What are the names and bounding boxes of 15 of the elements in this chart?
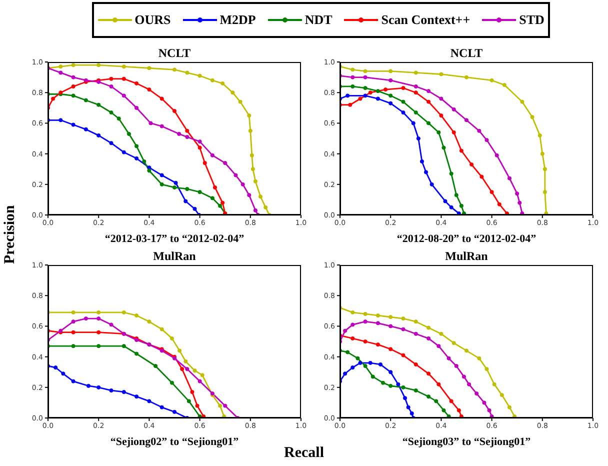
- x-axis-title: “2012-08-20” to “2012-02-04”: [396, 233, 536, 245]
- text: Recall: [284, 445, 324, 461]
- x-axis-title: “Sejiong02” to “Sejiong01”: [110, 436, 239, 448]
- legend-label: NDT: [304, 12, 332, 28]
- chart-title: MulRan: [153, 249, 196, 263]
- legend-label: STD: [519, 12, 544, 28]
- x-axis-title: “Sejiong03” to “Sejiong01”: [402, 436, 531, 448]
- chart-title: NCLT: [158, 46, 191, 60]
- x-axis-title: “2012-03-17” to “2012-02-04”: [104, 233, 244, 245]
- chart-title: NCLT: [450, 46, 483, 60]
- legend-label: OURS: [134, 12, 171, 28]
- legend-label: M2DP: [220, 12, 256, 28]
- y-axis-title: Precision: [2, 206, 18, 264]
- chart-title: MulRan: [445, 249, 488, 263]
- legend-label: Scan Context++: [381, 12, 470, 28]
